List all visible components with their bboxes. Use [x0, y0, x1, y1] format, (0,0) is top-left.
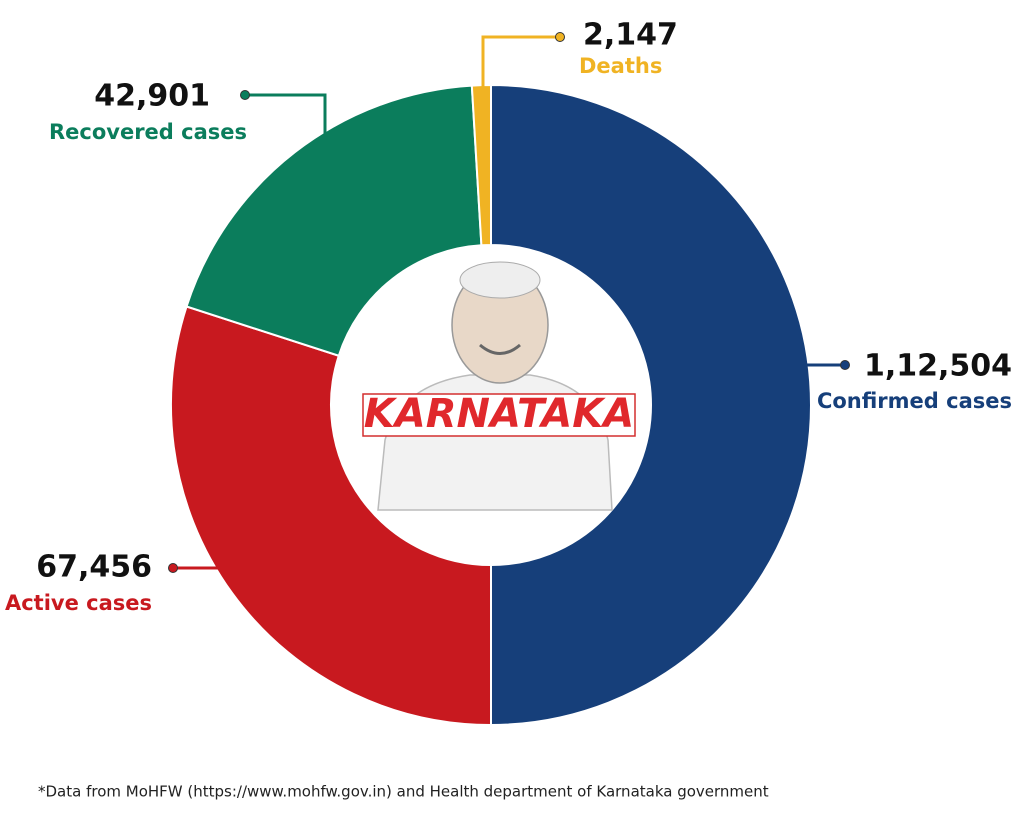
value-label: 42,901 — [94, 79, 210, 114]
leader-dot — [168, 563, 178, 573]
legend-label: Confirmed cases — [817, 389, 1012, 413]
legend-label: Deaths — [579, 54, 662, 78]
donut-segment — [170, 305, 492, 727]
value-label: 67,456 — [36, 550, 152, 585]
center-photo — [377, 261, 613, 511]
leader-line — [245, 93, 327, 210]
leader-dot — [555, 32, 565, 42]
value-label: 2,147 — [583, 18, 678, 53]
legend-label: Active cases — [5, 591, 152, 615]
value-label: 1,12,504 — [864, 349, 1012, 384]
center-label-box — [362, 393, 636, 437]
footnote: *Data from MoHFW (https://www.mohfw.gov.… — [38, 783, 769, 801]
donut-segment — [470, 83, 492, 247]
legend-label: Recovered cases — [49, 120, 247, 144]
leader-dot — [840, 360, 850, 370]
donut-segment — [185, 84, 483, 358]
center-label: KARNATAKA — [364, 391, 634, 437]
leader-line — [481, 35, 560, 150]
leader-dot — [240, 90, 250, 100]
donut-segment — [490, 83, 812, 727]
